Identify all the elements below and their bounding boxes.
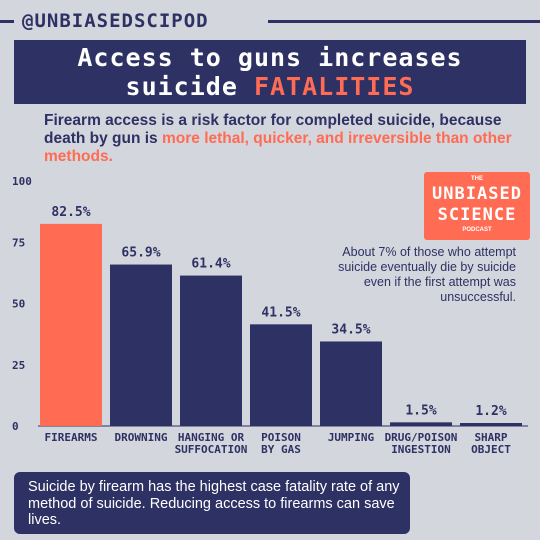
y-tick-label: 75 [12, 236, 25, 249]
category-label: POISON [261, 431, 301, 444]
chart-annotation: About 7% of those who attempt suicide ev… [338, 245, 516, 304]
category-label: SUFFOCATION [175, 443, 248, 456]
bar [250, 324, 312, 426]
title-line-2: suicide FATALITIES [14, 72, 526, 101]
y-tick-label: 50 [12, 298, 25, 311]
category-label: DROWNING [115, 431, 168, 444]
category-label: BY GAS [261, 443, 301, 456]
title-line-2-plain: suicide [125, 72, 254, 101]
subtitle-plain: Firearm access is a risk factor for comp… [44, 112, 502, 147]
value-label: 41.5% [261, 305, 300, 320]
category-label: HANGING OR [178, 431, 245, 444]
category-label: INGESTION [391, 443, 451, 456]
category-label: OBJECT [471, 443, 511, 456]
value-label: 1.5% [405, 403, 436, 418]
logo-word-2: SCIENCE [437, 205, 517, 225]
title-line-1: Access to guns increases [77, 43, 463, 72]
y-tick-label: 0 [12, 420, 19, 433]
category-label: SHARP [474, 431, 507, 444]
footer-text: Suicide by firearm has the highest case … [28, 479, 400, 528]
value-label: 1.2% [475, 404, 506, 419]
subtitle-accent: more lethal, quicker, and irreversible t… [44, 130, 512, 165]
value-label: 82.5% [51, 205, 90, 220]
bar [390, 422, 452, 426]
value-label: 65.9% [121, 246, 160, 261]
bar [180, 275, 242, 426]
title-line-2-accent: FATALITIES [253, 72, 415, 101]
bar [460, 423, 522, 426]
category-label: FIREARMS [45, 431, 98, 444]
footer-box: Suicide by firearm has the highest case … [14, 472, 410, 534]
handle-divider-left [0, 20, 14, 23]
value-label: 34.5% [331, 322, 370, 337]
logo-word-1: UNBIASED [432, 184, 522, 204]
case-fatality-bar-chart: 0 25 50 75 100 82.5% FIREARMS 65.9% DROWNING 61.4… [12, 175, 528, 456]
category-label: DRUG/POISON [385, 431, 458, 444]
handle-divider-right [268, 20, 540, 23]
social-handle: @UNBIASEDSCIPOD [22, 10, 209, 32]
y-tick-label: 25 [12, 359, 25, 372]
bar [110, 264, 172, 426]
y-tick-label: 100 [12, 175, 32, 188]
value-label: 61.4% [191, 257, 230, 272]
handle-row: @UNBIASEDSCIPOD [0, 8, 540, 34]
title-banner: Access to guns increases suicide FATALIT… [14, 40, 526, 104]
bar [40, 223, 102, 426]
bar [320, 341, 382, 426]
subtitle: Firearm access is a risk factor for comp… [44, 112, 534, 166]
category-label: JUMPING [328, 431, 375, 444]
logo-podcast: PODCAST [462, 227, 492, 233]
logo-the: THE [471, 176, 483, 182]
podcast-logo: THE UNBIASED SCIENCE PODCAST [424, 172, 530, 240]
